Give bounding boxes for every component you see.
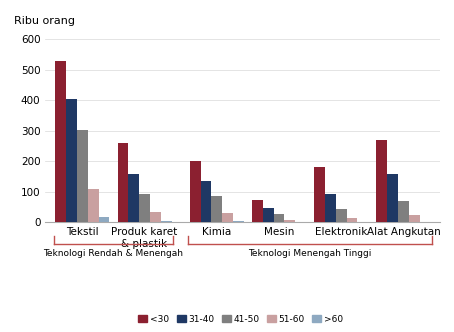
Bar	[201, 181, 212, 222]
Bar	[212, 197, 222, 222]
Legend: <30, 31-40, 41-50, 51-60, >60: <30, 31-40, 41-50, 51-60, >60	[135, 311, 346, 327]
Bar	[161, 221, 172, 222]
Bar	[398, 201, 409, 222]
Bar	[263, 208, 274, 222]
Bar	[118, 143, 128, 222]
Bar	[274, 214, 284, 222]
Bar	[99, 217, 109, 222]
Bar	[336, 209, 346, 222]
Bar	[128, 174, 139, 222]
Bar	[190, 161, 201, 222]
Bar	[419, 221, 430, 222]
Bar	[325, 194, 336, 222]
Bar	[376, 140, 387, 222]
Bar	[387, 174, 398, 222]
Bar	[150, 212, 161, 222]
Bar	[314, 168, 325, 222]
Bar	[346, 218, 357, 222]
Bar	[409, 215, 419, 222]
Bar	[252, 200, 263, 222]
Bar	[66, 99, 77, 222]
Bar	[222, 213, 233, 222]
Bar	[284, 220, 295, 222]
Bar	[139, 194, 150, 222]
Bar	[233, 221, 244, 222]
Text: Ribu orang: Ribu orang	[14, 16, 75, 26]
Bar	[55, 61, 66, 222]
Text: Teknologi Rendah & Menengah: Teknologi Rendah & Menengah	[44, 249, 183, 258]
Bar	[77, 130, 88, 222]
Bar	[88, 190, 99, 222]
Text: Teknologi Menengah Tinggi: Teknologi Menengah Tinggi	[248, 249, 372, 258]
